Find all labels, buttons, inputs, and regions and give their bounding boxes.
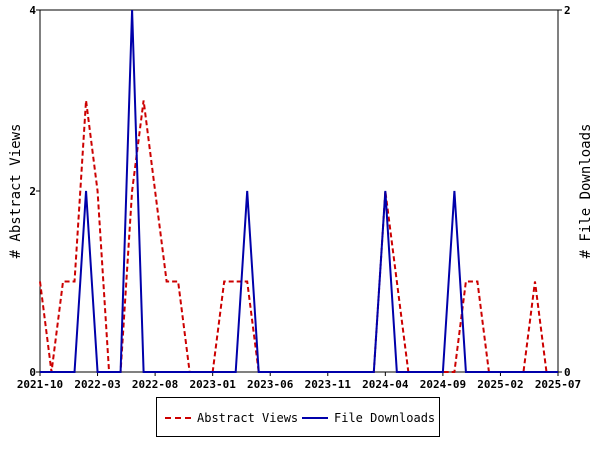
x-tick-label: 2023-06 [247,378,294,391]
legend-swatch-abstract-views [165,417,191,419]
x-tick-label: 2025-02 [477,378,523,391]
legend-label-abstract-views: Abstract Views [197,411,299,425]
y-left-tick-label: 0 [29,366,36,379]
y-left-tick-label: 4 [29,4,36,17]
x-tick-label: 2023-11 [305,378,352,391]
legend-label-file-downloads: File Downloads [334,411,436,425]
x-tick-label: 2024-04 [362,378,409,391]
x-tick-label: 2022-03 [74,378,120,391]
y-left-axis-title: # Abstract Views [8,124,24,259]
legend-swatch-file-downloads [302,417,328,419]
x-tick-label: 2022-08 [132,378,178,391]
x-tick-label: 2021-10 [17,378,63,391]
series-line-file-downloads [40,9,558,373]
series-line-abstract-views [39,100,558,373]
chart-legend: Abstract Views File Downloads [156,397,440,437]
legend-item-file-downloads: File Downloads [302,411,435,425]
y-right-tick-label: 0 [564,366,571,379]
x-tick-label: 2025-07 [535,378,581,391]
x-tick-label: 2024-09 [420,378,466,391]
plot-frame [39,9,559,373]
x-tick-label: 2023-01 [189,378,236,391]
y-right-tick-label: 2 [564,4,571,17]
legend-item-abstract-views: Abstract Views [165,411,298,425]
y-right-axis-title: # File Downloads [578,124,594,259]
y-left-tick-label: 2 [29,185,36,198]
